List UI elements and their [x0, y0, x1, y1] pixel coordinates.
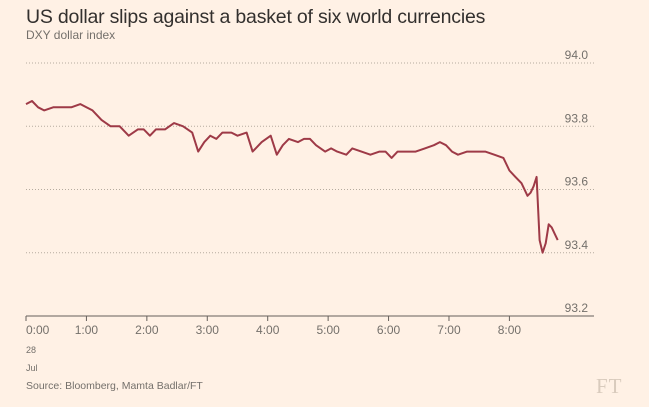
x-axis-labels: 0:00 1:00 2:00 3:00 4:00 5:00 6:00 7:00 8:00 28 Ju… [26, 323, 521, 373]
y-axis-labels: 93.2 93.4 93.6 93.8 94.0 [565, 48, 589, 315]
x-tick-label: 3:00 [196, 323, 220, 337]
y-tick-label: 93.8 [565, 111, 589, 125]
date-day-label: 28 [26, 345, 36, 355]
ft-logo: FT [596, 374, 623, 398]
x-tick-label: 2:00 [135, 323, 159, 337]
chart-subtitle: DXY dollar index [26, 28, 116, 42]
grid-lines [26, 62, 594, 254]
y-tick-label: 93.4 [565, 238, 589, 252]
series-line-dxy [25, 100, 559, 254]
x-tick-label: 0:00 [26, 323, 50, 337]
x-tick-label: 7:00 [437, 323, 461, 337]
y-tick-label: 93.2 [565, 301, 589, 315]
date-month-label: Jul [26, 363, 38, 373]
y-tick-label: 93.6 [565, 175, 589, 189]
x-tick-label: 6:00 [377, 323, 401, 337]
x-tick-label: 4:00 [256, 323, 280, 337]
chart-title: US dollar slips against a basket of six … [26, 6, 486, 28]
x-tick-label: 1:00 [75, 323, 99, 337]
series-group [25, 100, 559, 254]
x-axis [25, 315, 594, 321]
x-tick-label: 8:00 [498, 323, 522, 337]
source-note: Source: Bloomberg, Mamta Badlar/FT [26, 380, 203, 392]
y-tick-label: 94.0 [565, 48, 589, 62]
x-tick-label: 5:00 [316, 323, 340, 337]
